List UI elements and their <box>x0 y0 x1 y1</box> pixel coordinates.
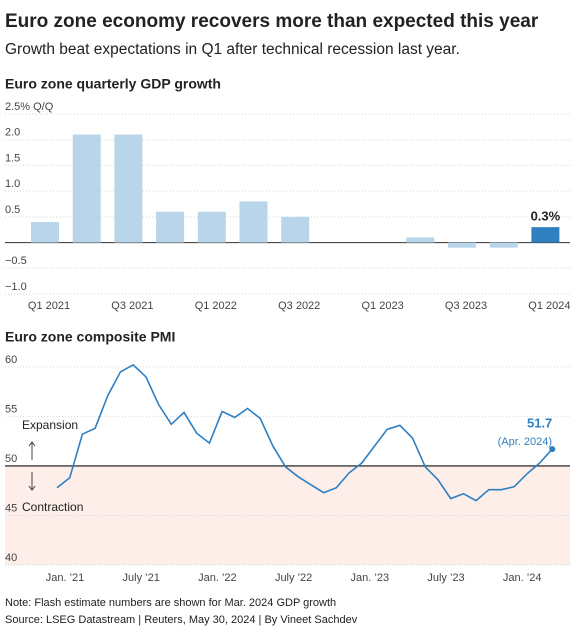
x-tick-label: Q3 2022 <box>278 300 320 312</box>
annotation: (Apr. 2024) <box>498 436 552 448</box>
note: Note: Flash estimate numbers are shown f… <box>5 597 336 609</box>
line <box>56 363 553 502</box>
bar <box>448 242 476 248</box>
bar <box>406 237 435 243</box>
x-tick-label: Jan. ’21 <box>46 572 85 584</box>
y-tick-label: 2.5% Q/Q <box>5 101 54 113</box>
y-tick-label: 55 <box>5 403 17 415</box>
x-tick-label: Jan. ’24 <box>503 572 542 584</box>
bar <box>114 134 143 243</box>
bar <box>281 216 310 243</box>
end-dot <box>549 446 556 453</box>
arrow <box>28 441 36 460</box>
y-tick-label: 2.0 <box>5 127 20 139</box>
bar <box>197 211 226 243</box>
x-tick-label: July ’22 <box>275 572 312 584</box>
bar <box>489 242 518 248</box>
annotation: Expansion <box>22 418 78 432</box>
bar <box>531 227 560 243</box>
x-tick-label: Jan. ’22 <box>198 572 237 584</box>
x-tick-label: Q3 2021 <box>111 300 153 312</box>
x-tick-label: Q1 2024 <box>528 300 570 312</box>
x-tick-label: Q1 2022 <box>195 300 237 312</box>
x-tick-label: Q1 2021 <box>28 300 70 312</box>
subtitle: Growth beat expectations in Q1 after tec… <box>5 41 460 58</box>
x-tick-label: Q3 2023 <box>445 300 487 312</box>
y-tick-label: 60 <box>5 354 17 366</box>
x-tick-label: July ’23 <box>427 572 464 584</box>
y-tick-label: −1.0 <box>5 281 27 293</box>
bar <box>72 134 101 243</box>
value-label: 0.3% <box>531 209 561 224</box>
y-tick-label: 1.0 <box>5 178 20 190</box>
title: Euro zone economy recovers more than exp… <box>5 11 539 32</box>
chart-title: Euro zone composite PMI <box>5 329 175 345</box>
x-tick-label: July ’21 <box>123 572 160 584</box>
value-label: 51.7 <box>527 415 552 430</box>
y-tick-label: 45 <box>5 502 17 514</box>
x-tick-label: Q1 2023 <box>361 300 403 312</box>
bar <box>156 211 185 243</box>
y-tick-label: 0.5 <box>5 204 20 216</box>
x-tick-label: Jan. ’23 <box>351 572 390 584</box>
arrow <box>28 472 36 491</box>
source: Source: LSEG Datastream | Reuters, May 3… <box>5 614 358 626</box>
y-tick-label: 40 <box>5 552 17 564</box>
annotation: Contraction <box>22 500 83 514</box>
chart-title: Euro zone quarterly GDP growth <box>5 76 221 92</box>
y-tick-label: −0.5 <box>5 255 27 267</box>
bar <box>239 201 268 243</box>
y-tick-label: 1.5 <box>5 152 20 164</box>
bar <box>31 222 59 243</box>
y-tick-label: 50 <box>5 453 17 465</box>
